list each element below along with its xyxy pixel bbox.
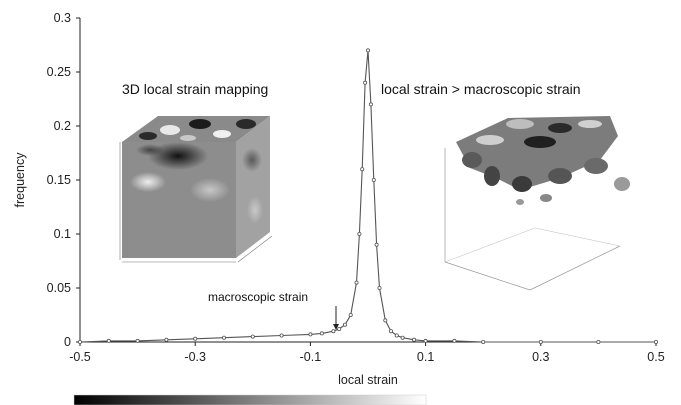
x-axis-title: local strain — [338, 373, 398, 387]
data-point — [357, 231, 362, 236]
x-tick-label: 0.1 — [417, 350, 434, 364]
plot-area — [78, 48, 659, 344]
data-point — [365, 48, 370, 53]
data-point — [106, 338, 111, 343]
data-point — [383, 318, 388, 323]
x-tick-label: -0.3 — [184, 350, 206, 364]
data-point — [308, 332, 313, 337]
data-point — [337, 326, 342, 331]
macroscopic-strain-arrowhead — [333, 324, 339, 330]
data-point — [481, 339, 486, 344]
x-tick-label: -0.5 — [69, 350, 91, 364]
data-point — [164, 337, 169, 342]
x-tick-label: 0.5 — [647, 350, 664, 364]
series-line — [79, 50, 656, 343]
cube-front-face — [122, 142, 236, 258]
y-tick-label: 0.05 — [47, 281, 71, 295]
y-tick-label: 0.15 — [47, 173, 71, 187]
x-tick-label: 0.3 — [532, 350, 549, 364]
data-point — [331, 329, 336, 334]
data-point — [394, 333, 399, 338]
data-point — [279, 333, 284, 338]
left-inset-title: 3D local strain mapping — [122, 81, 268, 97]
data-point — [360, 167, 365, 172]
colorbar — [73, 394, 427, 405]
y-axis-title: frequency — [13, 152, 27, 208]
cube-top-face — [122, 116, 270, 142]
data-point — [135, 338, 140, 343]
x-ticks: -0.5 -0.3 -0.1 0.1 0.3 0.5 — [69, 342, 665, 364]
x-tick-label: -0.1 — [300, 350, 322, 364]
data-point — [371, 177, 376, 182]
isosurface-image — [444, 116, 630, 291]
data-point — [368, 102, 373, 107]
y-tick-label: 0.2 — [54, 119, 71, 133]
data-point — [250, 334, 255, 339]
y-tick-label: 0.25 — [47, 65, 71, 79]
macroscopic-strain-label: macroscopic strain — [208, 290, 308, 304]
data-point — [377, 285, 382, 290]
data-point — [596, 339, 601, 344]
data-point — [452, 338, 457, 343]
data-point — [412, 337, 417, 342]
data-point — [388, 329, 393, 334]
data-point — [423, 338, 428, 343]
data-point — [400, 335, 405, 340]
y-tick-label: 0 — [64, 335, 71, 349]
data-point — [348, 312, 353, 317]
strain-cube-image — [119, 116, 273, 263]
data-point — [363, 80, 368, 85]
data-point — [374, 242, 379, 247]
data-point — [654, 339, 659, 344]
y-tick-label: 0.1 — [54, 227, 71, 241]
y-ticks: 0 0.05 0.1 0.15 0.2 0.25 0.3 — [47, 11, 80, 349]
data-point — [538, 339, 543, 344]
data-point — [319, 331, 324, 336]
data-point — [342, 322, 347, 327]
right-inset-title: local strain > macroscopic strain — [381, 81, 581, 97]
data-point — [354, 280, 359, 285]
y-tick-label: 0.3 — [54, 11, 71, 25]
data-point — [193, 336, 198, 341]
data-point — [78, 339, 83, 344]
cube-side-face — [236, 116, 270, 258]
data-point — [221, 335, 226, 340]
